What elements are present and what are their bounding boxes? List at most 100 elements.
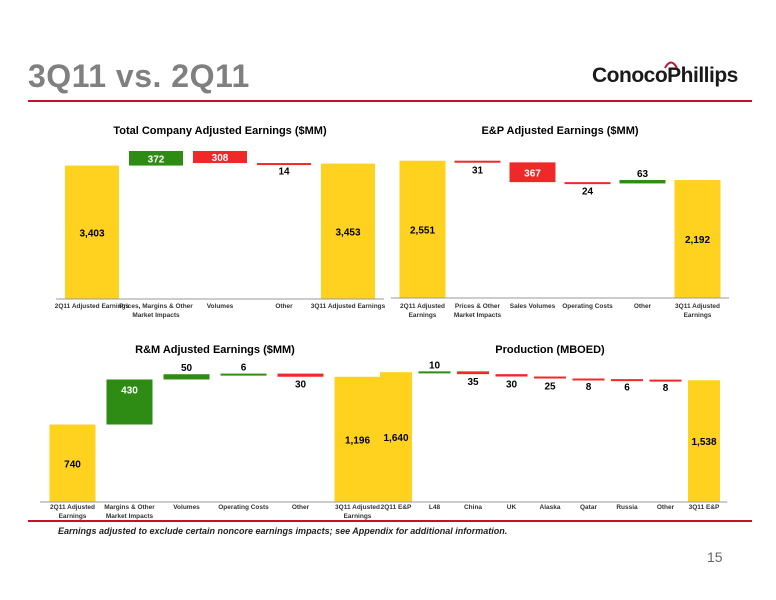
category-label: Volumes: [173, 504, 200, 511]
category-label: 2Q11 Adjusted Earnings: [55, 303, 130, 310]
page-number: 15: [707, 549, 723, 565]
category-label: L48: [429, 504, 441, 511]
company-logo: ConocoPhillips: [592, 64, 738, 87]
waterfall-bar: [509, 162, 556, 183]
logo-mark-icon: [664, 61, 678, 69]
chart-title: R&M Adjusted Earnings ($MM): [135, 344, 295, 356]
category-label: Operating Costs: [562, 303, 613, 310]
category-label: Prices, Margins & Other: [119, 303, 193, 310]
waterfall-bar: [380, 372, 412, 502]
data-label: 372: [148, 154, 165, 165]
data-label: 50: [181, 363, 193, 374]
waterfall-bar: [399, 160, 446, 298]
category-label: China: [464, 504, 482, 511]
category-label: Sales Volumes: [510, 303, 556, 310]
waterfall-bar: [688, 380, 720, 502]
data-label: 24: [582, 186, 594, 197]
data-label: 10: [429, 360, 441, 371]
category-label: Volumes: [207, 303, 234, 310]
waterfall-bar: [277, 373, 324, 377]
chart-title: Production (MBOED): [495, 344, 605, 356]
waterfall-bar: [611, 379, 643, 382]
data-label: 6: [624, 383, 630, 394]
category-label: Other: [275, 303, 293, 310]
category-label: Qatar: [580, 504, 597, 511]
chart-title: Total Company Adjusted Earnings ($MM): [113, 125, 327, 137]
data-label: 30: [295, 380, 307, 391]
category-label: Margins & Other: [104, 504, 155, 511]
category-label: Earnings: [684, 312, 712, 319]
category-label: 2Q11 E&P: [381, 504, 412, 511]
production-chart: Production (MBOED) 1,640 2Q11 E&P 10 L48 35 Ch…: [372, 344, 728, 511]
ep-earnings-chart: E&P Adjusted Earnings ($MM) 2,551 2Q11 Adj…: [391, 125, 729, 319]
waterfall-bar: [129, 150, 183, 166]
data-label: 14: [278, 167, 290, 178]
data-label: 35: [467, 377, 479, 388]
data-label: 25: [544, 382, 556, 393]
waterfall-bar: [106, 379, 153, 425]
data-label: 30: [506, 380, 518, 391]
waterfall-bar: [49, 424, 96, 502]
category-label: Earnings: [344, 513, 372, 520]
category-label: Prices & Other: [455, 303, 501, 310]
waterfall-bar: [457, 371, 489, 375]
category-label: UK: [507, 504, 517, 511]
total-company-earnings-chart: Total Company Adjusted Earnings ($MM) 3,4…: [55, 125, 386, 319]
waterfall-bar: [534, 376, 566, 379]
waterfall-bar: [321, 163, 375, 299]
category-label: Earnings: [59, 513, 87, 520]
waterfall-bar: [193, 150, 247, 164]
category-label: Other: [657, 504, 675, 511]
waterfall-bar: [418, 371, 451, 374]
data-label: 6: [241, 363, 247, 374]
category-label: Operating Costs: [218, 504, 269, 511]
category-label: Other: [634, 303, 652, 310]
waterfall-bar: [65, 165, 119, 299]
waterfall-bar: [564, 182, 611, 185]
footer-rule: [28, 520, 752, 522]
data-label: 8: [586, 382, 592, 393]
category-label: 3Q11 E&P: [689, 504, 720, 511]
page-title: 3Q11 vs. 2Q11: [28, 58, 250, 94]
data-label: 3,453: [335, 227, 360, 238]
data-label: 31: [472, 165, 484, 176]
data-label: 308: [212, 153, 229, 164]
category-label: 2Q11 Adjusted: [50, 504, 95, 511]
category-label: 3Q11 Adjusted Earnings: [311, 303, 386, 310]
data-label: 1,640: [383, 433, 408, 444]
waterfall-bar: [674, 180, 721, 298]
category-label: 2Q11 Adjusted: [400, 303, 445, 310]
data-label: 2,192: [685, 235, 710, 246]
waterfall-bar: [163, 374, 210, 380]
waterfall-bar: [220, 373, 267, 376]
header-rule: [28, 100, 752, 102]
waterfall-bar: [257, 163, 311, 166]
category-label: Market Impacts: [106, 513, 154, 520]
data-label: 1,538: [691, 437, 716, 448]
category-label: Other: [292, 504, 310, 511]
data-label: 430: [121, 385, 138, 396]
footnote: Earnings adjusted to exclude certain non…: [58, 526, 508, 536]
rm-earnings-chart: R&M Adjusted Earnings ($MM) 740 2Q11 Adjus…: [40, 344, 390, 520]
waterfall-bar: [619, 180, 666, 184]
category-label: 3Q11 Adjusted: [675, 303, 720, 310]
data-label: 1,196: [345, 435, 370, 446]
waterfall-bar: [572, 378, 605, 381]
data-label: 63: [637, 169, 649, 180]
category-label: Earnings: [409, 312, 437, 319]
waterfall-bar: [495, 374, 528, 377]
data-label: 8: [663, 383, 669, 394]
chart-title: E&P Adjusted Earnings ($MM): [481, 125, 638, 137]
category-label: Alaska: [540, 504, 561, 511]
data-label: 2,551: [410, 225, 435, 236]
category-label: Market Impacts: [132, 312, 180, 319]
waterfall-bar: [649, 379, 682, 382]
data-label: 740: [64, 459, 81, 470]
waterfall-bar: [454, 160, 501, 163]
waterfall-bar: [334, 376, 381, 502]
category-label: Market Impacts: [454, 312, 502, 319]
data-label: 367: [524, 168, 541, 179]
category-label: Russia: [616, 504, 638, 511]
data-label: 3,403: [79, 228, 104, 239]
category-label: 3Q11 Adjusted: [335, 504, 380, 511]
